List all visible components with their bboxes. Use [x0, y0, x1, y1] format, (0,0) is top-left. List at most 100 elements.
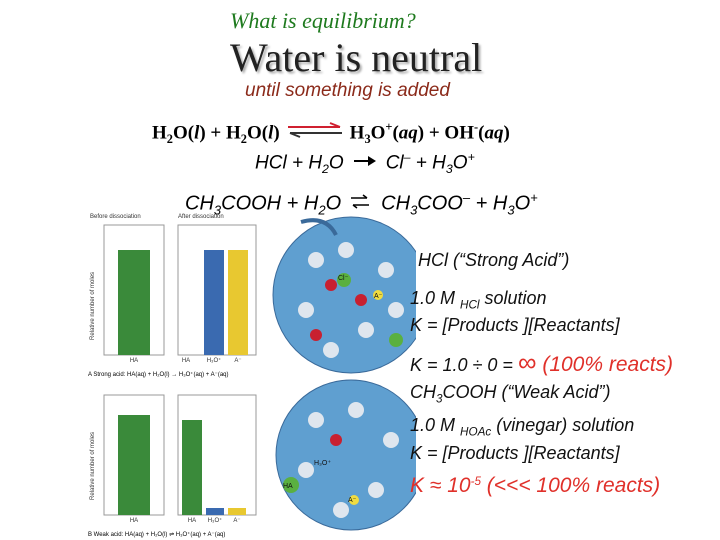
bar [228, 508, 246, 515]
label: H₃O⁺ [314, 460, 331, 467]
text-run: – [462, 190, 471, 205]
text-run: H [349, 122, 365, 144]
text-run: 3 [436, 392, 443, 406]
note: K ≈ 10-5 (<<< 100% reacts) [410, 474, 660, 498]
axis-label: Relative number of moles [90, 272, 96, 340]
shape [338, 242, 354, 258]
shape [352, 204, 358, 209]
shape [362, 194, 368, 199]
caption: B Weak acid: HA(aq) + H₂O(l) ⇌ H₃O⁺(aq) … [88, 531, 225, 538]
shape [323, 342, 339, 358]
shape [298, 242, 404, 518]
heading: Water is neutral [230, 35, 483, 80]
text-run: aq [398, 122, 418, 144]
text-run: 1.0 M [410, 288, 461, 308]
label: HA [188, 518, 196, 524]
equation: HCl + H2O Cl– + H3O+ [255, 150, 475, 176]
shape: Before dissociation After dissociation R… [90, 214, 224, 500]
label: Before dissociation [90, 214, 141, 220]
shape: Cl⁻ A⁻ H₃O⁺ HA A⁻ [283, 275, 383, 504]
text-run: O [514, 192, 531, 215]
shape [325, 279, 337, 291]
text-run: O( [246, 122, 269, 144]
text-run: 2 [240, 132, 247, 147]
arrow [300, 218, 338, 236]
text-run: 2 [322, 162, 329, 177]
label: A⁻ [234, 358, 241, 364]
text-run: + H [410, 152, 446, 174]
text-run: CH [410, 382, 436, 402]
text-run: ) [273, 122, 280, 144]
text-run: COOH + H [221, 192, 319, 215]
label: After dissociation [178, 214, 224, 220]
shape [367, 156, 376, 167]
label: A⁻ [374, 293, 383, 300]
arrow [353, 156, 376, 167]
shape [310, 279, 367, 446]
shape [348, 402, 364, 418]
text-run: + H [470, 192, 508, 215]
text-run: O [452, 152, 468, 174]
bar [206, 508, 224, 515]
bar [228, 250, 248, 355]
text-run: – [403, 150, 411, 164]
shape [310, 329, 322, 341]
text-run: 3 [364, 132, 371, 147]
text-run: O [328, 152, 344, 174]
text-run: (vinegar) solution [491, 415, 635, 435]
text-run: ∞ [517, 347, 537, 377]
text-run: 2 [318, 202, 326, 218]
text-run: CH [185, 192, 214, 215]
note: 1.0 M HCl solution [410, 288, 547, 312]
shape [308, 412, 324, 428]
shape [378, 262, 394, 278]
label: H₃O⁺ [208, 517, 223, 524]
text-run: H [152, 122, 167, 144]
shape [289, 132, 301, 139]
note: 1.0 M HOAc (vinegar) solution [410, 415, 634, 439]
shape [349, 290, 383, 505]
text-run: (100% reacts) [536, 353, 674, 376]
shape [330, 434, 342, 446]
note: CH3COOH (“Weak Acid”) [410, 382, 611, 406]
shape [329, 122, 341, 129]
text-run: K = 1.0 ÷ 0 = [410, 355, 518, 375]
text-run: l [268, 122, 274, 144]
shape [283, 477, 299, 493]
shape [373, 290, 383, 300]
note: HCl (“Strong Acid”) [418, 250, 569, 271]
label: HA [283, 483, 293, 490]
text-run: O [370, 122, 386, 144]
label: A⁻ [233, 518, 240, 524]
text-run: -5 [470, 475, 481, 488]
text-run: K ≈ 10 [410, 474, 471, 497]
subtitle: until something is added [245, 80, 450, 101]
text-run: - [474, 120, 479, 134]
note: K = [Products ][Reactants] [410, 443, 620, 464]
text-run: COOH (“Weak Acid”) [442, 382, 611, 402]
shape [388, 302, 404, 318]
shape [355, 294, 367, 306]
text-run: l [194, 122, 200, 144]
text-run: + [530, 190, 538, 205]
axis-label: Relative number of moles [90, 432, 96, 500]
text-run: 1.0 M [410, 415, 461, 435]
text-run: solution [479, 288, 547, 308]
shape [308, 252, 324, 268]
label: HA [130, 358, 138, 364]
shape [368, 482, 384, 498]
text-run: 3 [213, 202, 222, 218]
equation: H2O(l) + H2O(l) H3O+(aq) + OH-(aq) [152, 120, 510, 147]
shape [298, 302, 314, 318]
text-run: 2 [166, 132, 173, 147]
text-run: HCl (“Strong Acid”) [418, 250, 570, 270]
shape [358, 322, 374, 338]
shape [349, 495, 359, 505]
note: K = 1.0 ÷ 0 = ∞ (100% reacts) [410, 347, 673, 378]
equation: CH3COOH + H2O CH3COO– + H3O+ [185, 190, 538, 218]
shape [283, 273, 403, 493]
caption: A Strong acid: HA(aq) + H₂O(l) → H₃O⁺(aq… [88, 371, 228, 378]
text-run: K = [Products ][Reactants] [410, 315, 620, 335]
text-run: 3 [507, 202, 515, 218]
label: HA [182, 358, 190, 364]
